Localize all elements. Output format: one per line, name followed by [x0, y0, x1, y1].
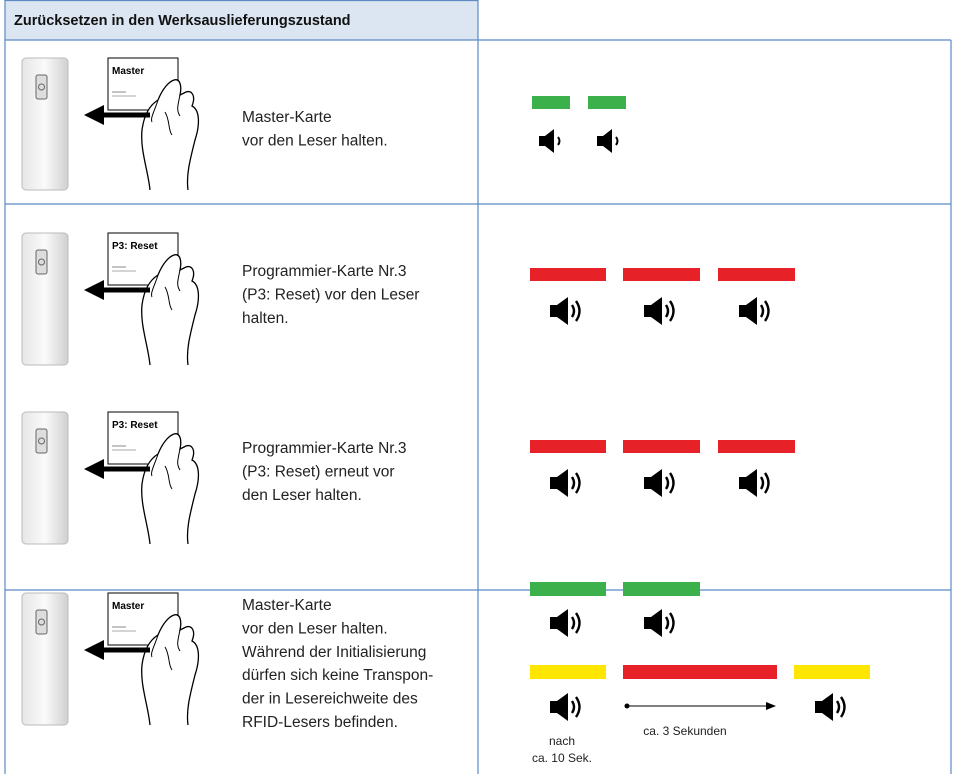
card-label: P3: Reset — [112, 241, 158, 252]
header-title: Zurücksetzen in den Werksauslieferungszu… — [14, 13, 351, 29]
step: P3: Reset — [22, 412, 198, 544]
delay-label: nach — [549, 734, 575, 748]
step-text: halten. — [242, 310, 289, 327]
step-text: Programmier-Karte Nr.3 — [242, 263, 407, 280]
step: Master — [22, 593, 198, 725]
table-lines — [4, 0, 952, 774]
step-text: (P3: Reset) vor den Leser — [242, 286, 419, 303]
delay-label: ca. 10 Sek. — [532, 751, 592, 765]
step-text: Master-Karte — [242, 597, 332, 614]
step-text: (P3: Reset) erneut vor — [242, 463, 394, 480]
step-text: Programmier-Karte Nr.3 — [242, 440, 407, 457]
step-text: vor den Leser halten. — [242, 620, 388, 637]
signals-1 — [532, 96, 626, 153]
card-label: Master — [112, 66, 144, 77]
duration-label: ca. 3 Sekunden — [643, 724, 726, 738]
header-bg — [5, 0, 478, 40]
card-label: P3: Reset — [112, 420, 158, 431]
step: P3: Reset — [22, 233, 198, 365]
step: Master — [22, 58, 198, 190]
reader-illustration — [22, 593, 198, 725]
steps: Master Master-Karte vor den Leser halten. P… — [22, 58, 433, 731]
signals-3 — [530, 440, 795, 497]
signals-2 — [530, 268, 795, 325]
step-text: dürfen sich keine Transpon- — [242, 667, 433, 684]
step-text: Während der Initialisierung — [242, 644, 426, 661]
reader-illustration — [22, 233, 198, 365]
step-text: der in Lesereichweite des — [242, 691, 418, 708]
step-text: vor den Leser halten. — [242, 132, 388, 149]
card-label: Master — [112, 601, 144, 612]
reader-illustration — [22, 412, 198, 544]
signals-4 — [530, 582, 870, 721]
reader-illustration — [22, 58, 198, 190]
step-text: RFID-Lesers befinden. — [242, 714, 398, 731]
step-text: den Leser halten. — [242, 487, 362, 504]
step-text: Master-Karte — [242, 109, 332, 126]
